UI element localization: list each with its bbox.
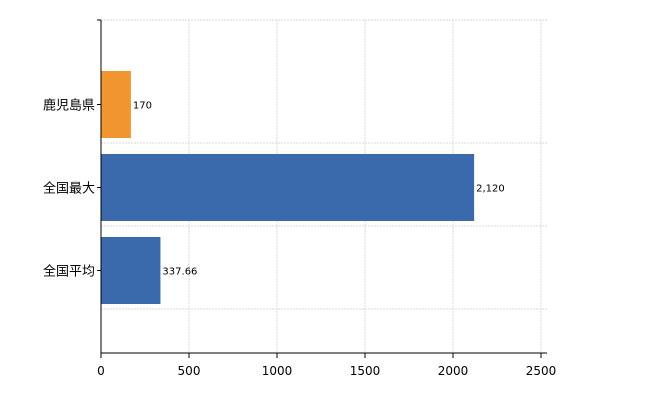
x-tick-label: 2000 — [438, 364, 469, 378]
x-tick-label: 500 — [178, 364, 201, 378]
data-label: 337.66 — [162, 267, 197, 278]
x-tick-label: 1000 — [262, 364, 293, 378]
axes — [97, 19, 547, 358]
data-label: 170 — [133, 101, 152, 112]
category-label: 全国最大 — [43, 181, 95, 197]
bar-1 — [101, 71, 131, 138]
x-tick-label: 1500 — [350, 364, 381, 378]
category-label: 鹿児島県 — [43, 98, 95, 114]
x-tick-label: 0 — [97, 364, 105, 378]
gridlines — [101, 19, 547, 353]
data-label: 2,120 — [476, 184, 505, 195]
bar-3 — [101, 237, 161, 304]
labels: 鹿児島県 170 全国最大 2,120 全国平均 337.66 0 500 1000 1500 20… — [43, 98, 556, 379]
bars — [101, 71, 475, 304]
bar-2 — [101, 154, 475, 221]
x-tick-label: 2500 — [526, 364, 557, 378]
category-label: 全国平均 — [43, 264, 95, 280]
